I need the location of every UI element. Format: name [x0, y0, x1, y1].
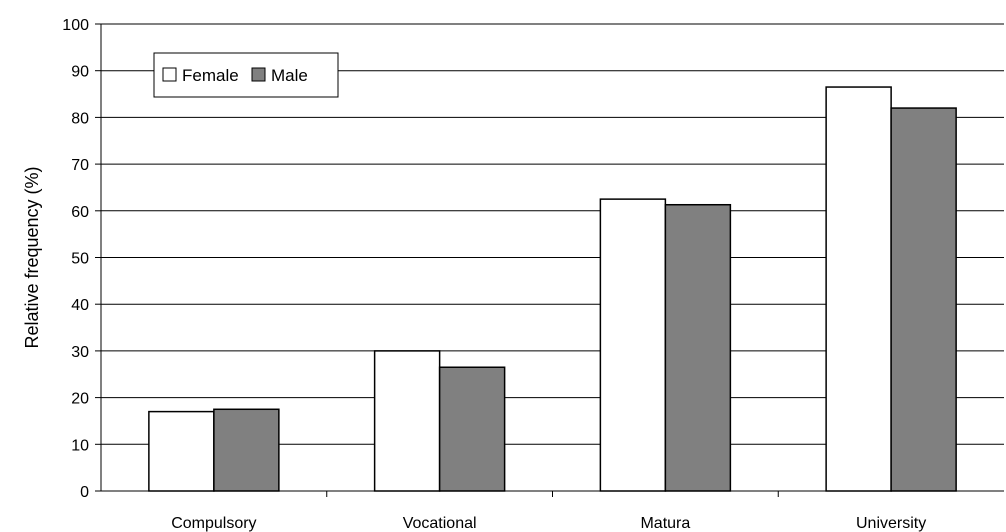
bar-male-vocational	[438, 366, 506, 492]
bars	[148, 86, 957, 492]
bar-female-university	[825, 86, 892, 492]
y-tick-label-30: 30	[71, 344, 89, 361]
legend-items: Female Male	[162, 66, 308, 85]
legend-swatch-male	[251, 67, 266, 82]
x-tick-label-university: University	[856, 515, 926, 532]
bar-male-matura	[664, 203, 732, 492]
bar-male-university	[890, 107, 957, 492]
x-tick-label-vocational: Vocational	[403, 515, 477, 532]
y-tick-label-20: 20	[71, 391, 89, 408]
y-tick-label-90: 90	[71, 64, 89, 81]
y-tick-label-60: 60	[71, 204, 89, 221]
tick-labels: 0 10 20 30 40 50 60 70 80 90 100 Compulsory Vocation…	[62, 17, 926, 532]
x-tick-label-compulsory: Compulsory	[171, 515, 256, 532]
legend: Female Male	[153, 52, 339, 98]
y-tick-label-100: 100	[62, 17, 89, 34]
bar-male-compulsory	[213, 408, 280, 492]
bar-female-matura	[599, 198, 667, 492]
legend-box	[153, 52, 339, 98]
x-tick-label-matura: Matura	[640, 515, 690, 532]
y-tick-label-0: 0	[80, 484, 89, 501]
axes	[95, 23, 1004, 497]
legend-label-female: Female	[182, 66, 239, 85]
y-tick-label-70: 70	[71, 157, 89, 174]
gridlines	[101, 23, 1004, 445]
bar-female-vocational	[373, 350, 441, 492]
legend-label-male: Male	[271, 66, 308, 85]
bar-female-compulsory	[148, 410, 215, 492]
y-tick-label-10: 10	[71, 437, 89, 454]
y-tick-label-50: 50	[71, 251, 89, 268]
y-tick-label-80: 80	[71, 110, 89, 127]
legend-swatch-female	[162, 67, 177, 82]
y-tick-label-40: 40	[71, 297, 89, 314]
y-axis-title: Relative frequency (%)	[22, 166, 42, 348]
